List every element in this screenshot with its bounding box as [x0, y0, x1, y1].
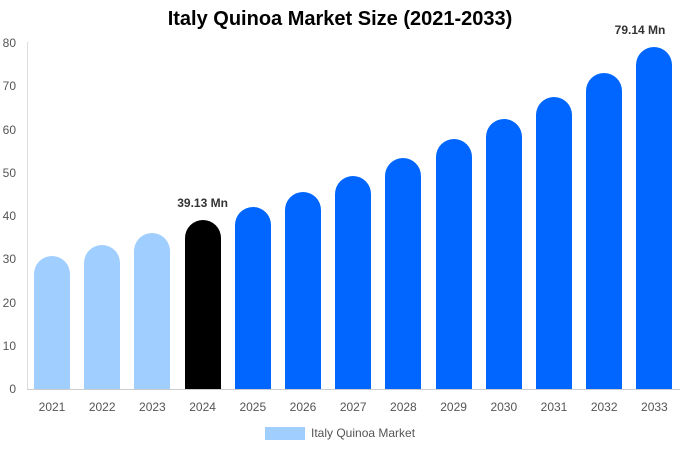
bar-2033[interactable] — [636, 46, 673, 389]
legend-label: Italy Quinoa Market — [311, 426, 416, 440]
legend[interactable]: Italy Quinoa Market — [265, 426, 415, 440]
x-tick-label: 2028 — [390, 400, 417, 414]
y-tick-label: 80 — [2, 36, 16, 50]
x-tick-label: 2030 — [490, 400, 518, 414]
x-axis-line — [27, 389, 680, 390]
bar-2023[interactable] — [134, 233, 171, 389]
x-tick-label: 2023 — [139, 400, 166, 414]
bar-2029[interactable] — [435, 139, 472, 389]
x-tick-label: 2029 — [440, 400, 467, 414]
y-tick-label: 0 — [9, 382, 16, 396]
y-tick-label: 50 — [2, 165, 16, 180]
y-tick-label: 20 — [2, 295, 16, 310]
bar-2028[interactable] — [385, 158, 422, 389]
bar-2021[interactable] — [34, 256, 70, 389]
x-tick-label: 2032 — [590, 400, 618, 414]
y-tick-label: 60 — [2, 122, 16, 137]
bar-2031[interactable] — [536, 97, 572, 389]
y-axis-line — [27, 42, 28, 389]
bar-2022[interactable] — [84, 244, 121, 389]
x-tick-label: 2022 — [88, 400, 116, 414]
x-tick-label: 2021 — [38, 400, 66, 414]
bar-2026[interactable] — [285, 192, 321, 389]
bar-2032[interactable] — [586, 72, 623, 389]
bar-2027[interactable] — [335, 176, 372, 389]
y-tick-label: 70 — [2, 79, 16, 94]
x-tick-label: 2026 — [289, 400, 317, 414]
legend-swatch — [265, 426, 305, 440]
x-tick-label: 2027 — [339, 400, 367, 414]
bar-2024[interactable] — [184, 219, 221, 389]
x-tick-label: 2033 — [641, 400, 668, 414]
y-tick-label: 40 — [2, 209, 16, 223]
x-tick-label: 2024 — [189, 400, 216, 414]
y-tick-label: 10 — [2, 338, 16, 353]
y-tick-label: 30 — [2, 252, 16, 267]
data-label-2033: 79.14 Mn — [614, 22, 666, 37]
bar-2030[interactable] — [485, 119, 522, 389]
chart-title: Italy Quinoa Market Size (2021-2033) — [167, 8, 513, 30]
data-label-2024: 39.13 Mn — [177, 195, 228, 210]
bar-2025[interactable] — [234, 206, 271, 389]
x-tick-label: 2031 — [540, 400, 568, 414]
x-tick-label: 2025 — [239, 400, 267, 414]
